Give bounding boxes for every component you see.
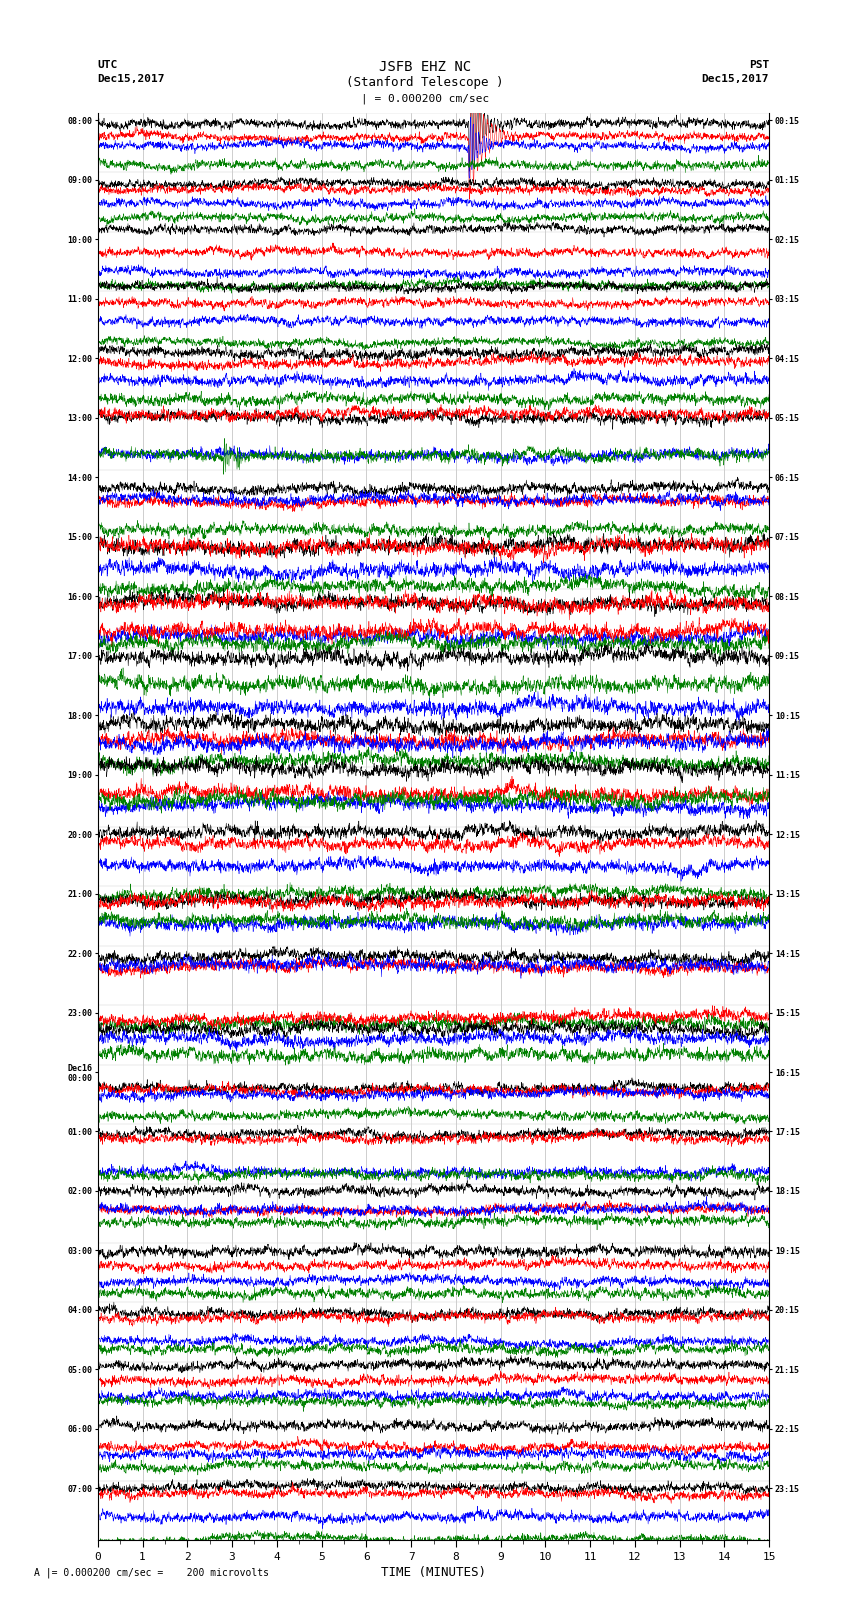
Text: UTC: UTC (98, 60, 118, 69)
Text: PST: PST (749, 60, 769, 69)
Text: Dec15,2017: Dec15,2017 (702, 74, 769, 84)
Text: JSFB EHZ NC: JSFB EHZ NC (379, 60, 471, 74)
X-axis label: TIME (MINUTES): TIME (MINUTES) (381, 1566, 486, 1579)
Text: A |= 0.000200 cm/sec =    200 microvolts: A |= 0.000200 cm/sec = 200 microvolts (34, 1566, 269, 1578)
Text: Dec15,2017: Dec15,2017 (98, 74, 165, 84)
Text: (Stanford Telescope ): (Stanford Telescope ) (346, 76, 504, 89)
Text: | = 0.000200 cm/sec: | = 0.000200 cm/sec (361, 94, 489, 105)
